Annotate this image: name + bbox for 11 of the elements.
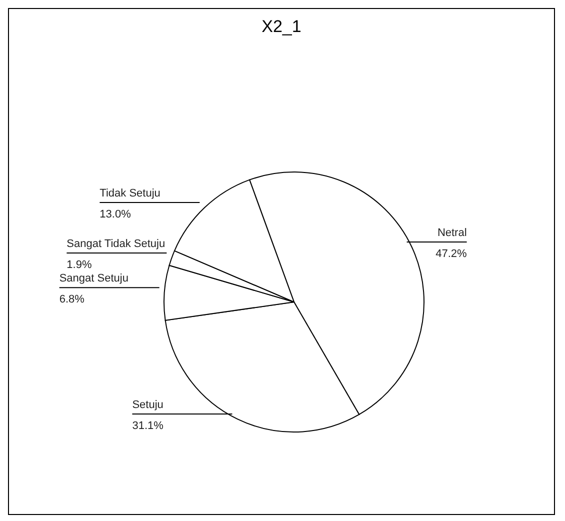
- slice-label: Sangat Setuju: [59, 272, 128, 285]
- data-label: 47.2%: [436, 248, 467, 260]
- data-label: 1.9%: [66, 259, 92, 272]
- slice-label: Setuju: [132, 398, 164, 411]
- data-label: 31.1%: [132, 420, 164, 432]
- slice-label: Netral: [437, 226, 467, 239]
- chart-title: X2_1: [260, 16, 302, 38]
- data-label: 6.8%: [59, 294, 85, 306]
- data-label: 13.0%: [100, 208, 132, 221]
- slice-label: Sangat Tidak Setuju: [66, 238, 166, 250]
- slice-label: Tidak Setuju: [100, 188, 160, 200]
